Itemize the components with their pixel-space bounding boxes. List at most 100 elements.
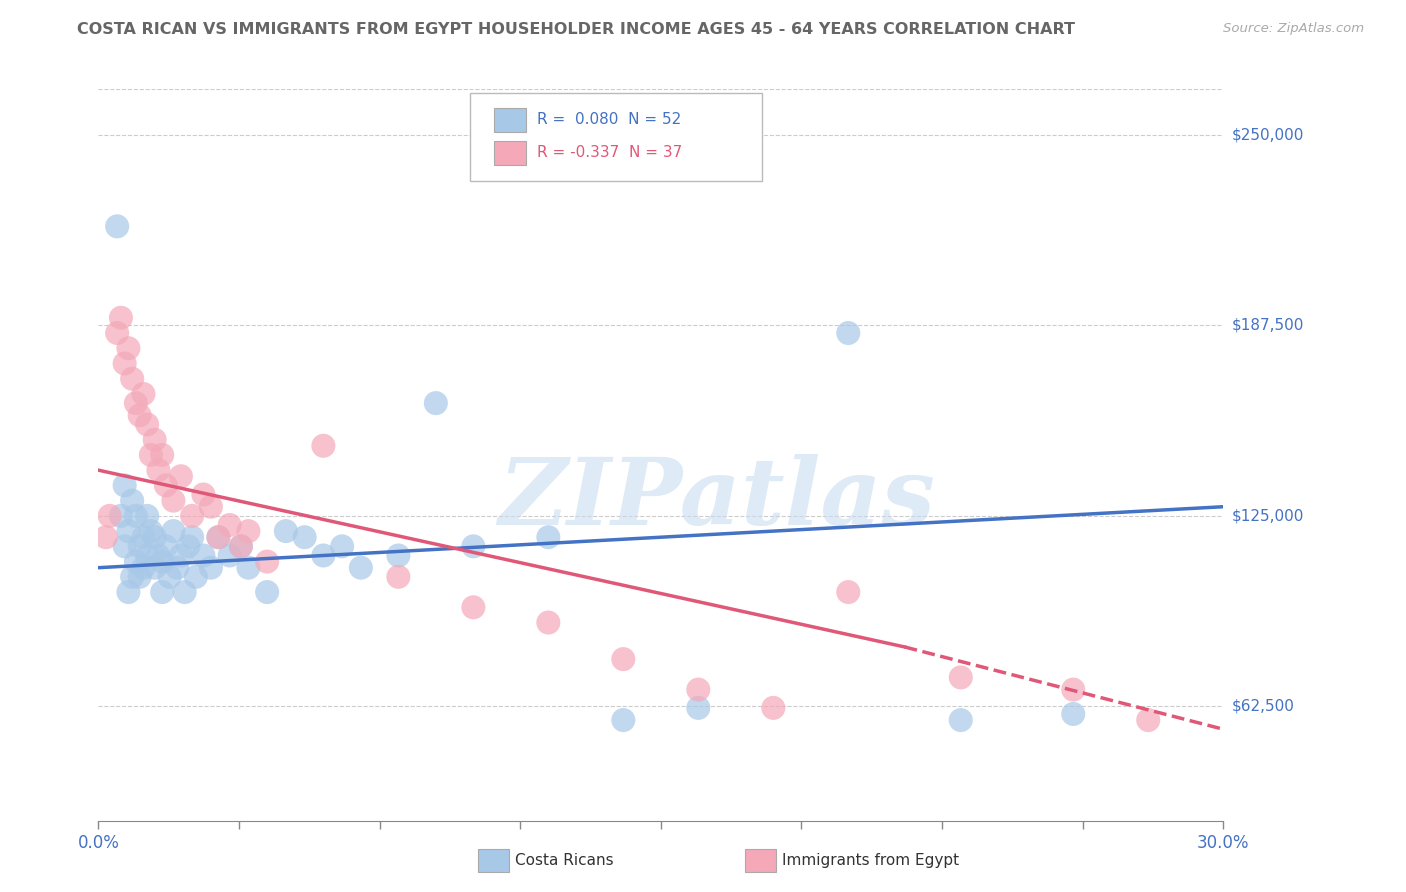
Text: R =  0.080  N = 52: R = 0.080 N = 52 (537, 112, 682, 128)
Point (294, 530, 316, 544)
Point (387, 570, 409, 584)
Point (125, 396, 148, 410)
Point (143, 433, 166, 447)
Text: $250,000: $250,000 (1232, 128, 1303, 143)
FancyBboxPatch shape (470, 93, 762, 180)
Point (173, 585, 195, 599)
Point (132, 387, 155, 401)
Point (256, 555, 278, 569)
Point (463, 600, 485, 615)
Bar (495, 108, 526, 132)
Point (1062, 706, 1084, 721)
Point (128, 539, 150, 553)
Point (238, 524, 260, 538)
Point (762, 701, 785, 715)
Point (117, 341, 139, 355)
Point (162, 493, 184, 508)
Text: R = -0.337  N = 37: R = -0.337 N = 37 (537, 145, 682, 161)
Point (155, 539, 177, 553)
Point (136, 549, 159, 563)
Point (94, 530, 117, 544)
Point (132, 560, 155, 574)
Point (162, 524, 184, 538)
Point (105, 219, 128, 234)
Point (537, 530, 560, 544)
Point (837, 326, 859, 340)
Point (177, 539, 200, 553)
Point (350, 560, 373, 574)
Point (181, 508, 204, 523)
Point (181, 530, 204, 544)
Point (193, 549, 215, 563)
Point (387, 549, 409, 563)
Point (114, 356, 136, 371)
Text: COSTA RICAN VS IMMIGRANTS FROM EGYPT HOUSEHOLDER INCOME AGES 45 - 64 YEARS CORRE: COSTA RICAN VS IMMIGRANTS FROM EGYPT HOU… (77, 22, 1076, 37)
Point (207, 530, 229, 544)
Point (148, 463, 170, 477)
Point (148, 549, 170, 563)
Point (274, 524, 297, 538)
Point (312, 439, 335, 453)
Point (256, 585, 278, 599)
Point (125, 508, 148, 523)
Text: Source: ZipAtlas.com: Source: ZipAtlas.com (1223, 22, 1364, 36)
Point (330, 539, 353, 553)
Point (110, 508, 132, 523)
Point (238, 560, 260, 574)
Point (128, 570, 150, 584)
Point (218, 518, 240, 533)
Point (229, 539, 252, 553)
Point (612, 713, 634, 727)
Point (110, 310, 132, 325)
Point (200, 500, 222, 514)
Point (139, 448, 162, 462)
Point (117, 524, 139, 538)
Text: $62,500: $62,500 (1232, 698, 1295, 714)
Point (425, 396, 447, 410)
Point (200, 560, 222, 574)
Point (949, 713, 972, 727)
Text: Immigrants from Egypt: Immigrants from Egypt (782, 854, 959, 868)
Point (121, 570, 143, 584)
Point (1137, 713, 1160, 727)
Text: ZIPatlas: ZIPatlas (499, 454, 935, 544)
Point (1062, 682, 1084, 697)
Point (128, 409, 150, 423)
Point (136, 417, 159, 432)
Point (170, 549, 193, 563)
Point (132, 530, 155, 544)
Point (193, 487, 215, 501)
Point (125, 555, 148, 569)
Bar (495, 141, 526, 164)
Point (114, 478, 136, 492)
Point (98, 508, 121, 523)
Point (207, 530, 229, 544)
Point (166, 560, 188, 574)
Point (218, 549, 240, 563)
Point (121, 372, 143, 386)
Point (143, 560, 166, 574)
Point (688, 682, 710, 697)
Point (150, 448, 173, 462)
Point (155, 478, 177, 492)
Point (150, 585, 173, 599)
Point (121, 493, 143, 508)
Point (136, 508, 159, 523)
Point (229, 539, 252, 553)
Point (159, 570, 181, 584)
Point (105, 326, 128, 340)
Text: $125,000: $125,000 (1232, 508, 1303, 524)
Point (463, 539, 485, 553)
Text: Costa Ricans: Costa Ricans (515, 854, 613, 868)
Point (949, 670, 972, 684)
Point (312, 549, 335, 563)
Point (150, 555, 173, 569)
Point (184, 570, 207, 584)
Point (837, 585, 859, 599)
Text: $187,500: $187,500 (1232, 318, 1303, 333)
Point (537, 615, 560, 630)
Point (139, 524, 162, 538)
Point (170, 469, 193, 483)
Point (688, 701, 710, 715)
Point (114, 539, 136, 553)
